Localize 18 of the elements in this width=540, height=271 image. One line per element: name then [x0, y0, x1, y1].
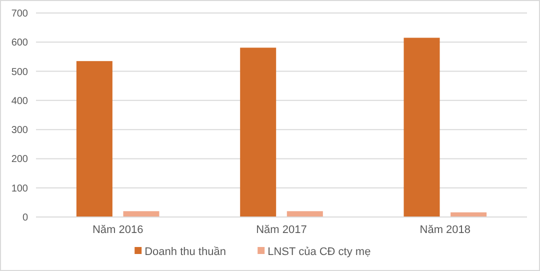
bar — [240, 48, 276, 217]
y-tick-label: 200 — [11, 154, 28, 166]
bar — [123, 211, 160, 217]
bar — [286, 211, 323, 217]
y-tick-label: 0 — [22, 212, 28, 224]
bar — [76, 61, 112, 217]
y-tick-label: 500 — [11, 66, 28, 78]
y-tick-label: 700 — [11, 8, 28, 20]
y-tick-label: 100 — [11, 183, 28, 194]
x-tick-label: Năm 2017 — [256, 224, 307, 236]
legend-label: Doanh thu thuần — [144, 246, 226, 258]
x-tick-label: Năm 2016 — [92, 224, 144, 236]
x-tick-label: Năm 2018 — [420, 224, 471, 236]
y-tick-label: 300 — [11, 125, 28, 136]
y-tick-label: 400 — [11, 96, 28, 107]
y-tick-label: 600 — [11, 38, 28, 49]
bar — [404, 38, 440, 217]
legend-label: LNST của CĐ cty mẹ — [268, 246, 371, 258]
